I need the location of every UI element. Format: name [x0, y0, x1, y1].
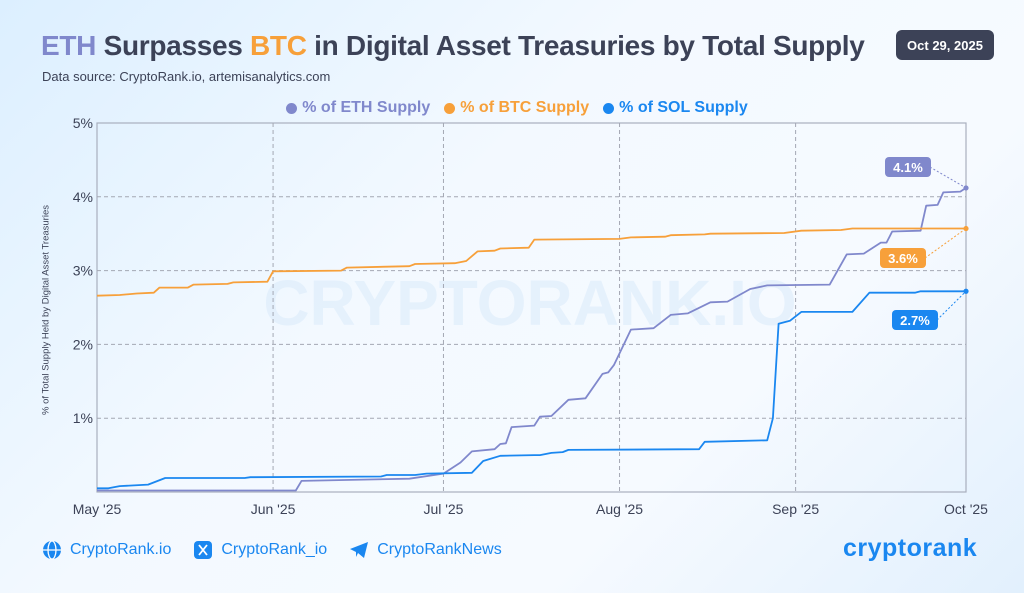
title-btc: BTC: [250, 30, 307, 61]
footer-link-label: CryptoRank.io: [70, 541, 172, 558]
footer-link-website[interactable]: CryptoRank.io: [42, 540, 171, 560]
data-source: Data source: CryptoRank.io, artemisanaly…: [42, 69, 331, 84]
legend-item-sol[interactable]: % of SOL Supply: [603, 99, 748, 117]
date-badge: Oct 29, 2025: [896, 30, 994, 60]
end-label-badge: [880, 248, 926, 268]
end-label-badge: [885, 157, 931, 177]
title-text-rest: in Digital Asset Treasuries by Total Sup…: [306, 30, 865, 61]
series-line-btc: [96, 227, 966, 297]
series-line-eth: [97, 187, 967, 492]
end-value-label: 3.6%: [888, 251, 918, 266]
footer-link-x[interactable]: CryptoRank_io: [193, 540, 327, 560]
cryptorank-logo: cryptorank: [843, 534, 978, 562]
series-line-sol: [97, 290, 966, 490]
end-value-label: 2.7%: [900, 313, 930, 328]
x-tick-label: Oct '25: [944, 501, 988, 517]
globe-icon: [43, 540, 61, 560]
plot-frame: [96, 122, 967, 493]
page-title: ETH Surpasses BTC in Digital Asset Treas…: [41, 30, 865, 62]
label-connector: [929, 166, 967, 189]
label-connector: [924, 228, 967, 259]
x-tick-label: May '25: [73, 501, 122, 517]
x-tick-label: Sep '25: [772, 501, 819, 517]
legend-item-eth[interactable]: % of ETH Supply: [286, 99, 430, 117]
legend-label-eth: % of ETH Supply: [302, 99, 431, 116]
x-tick-label: Aug '25: [596, 501, 643, 517]
x-tick-label: Jul '25: [423, 501, 463, 517]
footer-link-label: CryptoRankNews: [377, 541, 502, 558]
y-tick-label: 3%: [73, 263, 93, 279]
y-tick-label: 5%: [73, 115, 93, 131]
legend-dot-btc: [444, 102, 456, 114]
footer: CryptoRank.io CryptoRank_io CryptoRankNe…: [42, 540, 502, 560]
y-tick-label: 4%: [73, 189, 93, 205]
end-value-label: 4.1%: [893, 160, 923, 175]
y-tick-label: 2%: [73, 336, 93, 352]
legend-label-btc: % of BTC Supply: [460, 99, 590, 116]
x-icon: [194, 541, 213, 559]
legend-dot-sol: [603, 102, 615, 114]
legend-dot-eth: [286, 102, 298, 114]
label-connector: [936, 290, 967, 321]
legend: % of ETH Supply % of BTC Supply % of SOL…: [0, 99, 1024, 117]
watermark: CRYPTORANK.IO: [263, 267, 796, 339]
y-tick-label: 1%: [73, 410, 93, 426]
x-tick-label: Jun '25: [251, 501, 296, 517]
end-label-badge: [892, 310, 938, 330]
legend-label-sol: % of SOL Supply: [619, 99, 748, 116]
legend-item-btc[interactable]: % of BTC Supply: [444, 99, 589, 117]
footer-link-telegram[interactable]: CryptoRankNews: [349, 540, 502, 560]
title-eth: ETH: [41, 30, 97, 61]
telegram-icon: [350, 542, 369, 558]
footer-link-label: CryptoRank_io: [221, 541, 328, 558]
title-text: Surpasses: [96, 30, 251, 61]
